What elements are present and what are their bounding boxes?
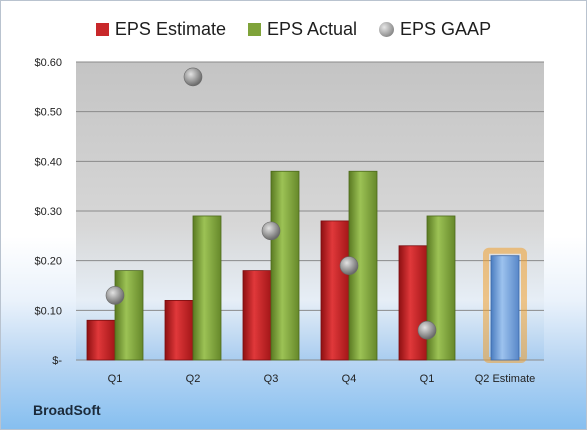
chart-legend: EPS Estimate EPS Actual EPS GAAP: [0, 16, 587, 42]
marker-eps-gaap: [339, 256, 359, 275]
marker-eps-gaap: [183, 67, 203, 87]
x-tick-label: Q4: [342, 373, 357, 385]
x-tick-label: Q2 Estimate: [475, 373, 536, 385]
y-tick-label: $-: [52, 355, 62, 367]
marker-eps-gaap: [417, 320, 437, 340]
x-tick-label: Q2: [186, 373, 201, 385]
legend-swatch: [379, 21, 395, 37]
legend-swatch: [95, 22, 109, 36]
legend-item-eps-estimate: EPS Estimate: [95, 18, 226, 40]
bar-eps-estimate: [320, 220, 350, 361]
bar-q2-estimate: [490, 255, 520, 361]
legend-swatch: [247, 22, 261, 36]
legend-label: EPS Estimate: [114, 18, 226, 39]
marker-eps-gaap: [105, 286, 125, 305]
y-tick-label: $0.40: [34, 156, 62, 168]
x-tick-label: Q1: [420, 373, 435, 385]
y-tick-label: $0.20: [34, 256, 62, 268]
y-tick-label: $0.10: [34, 305, 62, 317]
bar-eps-actual: [114, 270, 144, 361]
bar-eps-estimate: [242, 270, 272, 361]
bar-eps-actual: [192, 215, 222, 361]
bar-eps-estimate: [86, 319, 116, 361]
legend-label: EPS Actual: [266, 18, 358, 39]
y-tick-label: $0.60: [34, 57, 62, 69]
bar-eps-actual: [270, 170, 300, 361]
y-tick-label: $0.30: [34, 206, 62, 218]
bar-eps-estimate: [164, 299, 194, 361]
marker-eps-gaap: [261, 221, 281, 241]
y-tick-label: $0.50: [34, 107, 62, 119]
legend-item-eps-gaap: EPS GAAP: [379, 19, 491, 40]
legend-item-eps-actual: EPS Actual: [247, 18, 358, 40]
x-tick-label: Q1: [108, 373, 123, 385]
company-name: BroadSoft: [33, 402, 101, 418]
x-tick-label: Q3: [264, 373, 279, 385]
legend-label: EPS GAAP: [400, 18, 492, 39]
bar-eps-estimate: [398, 245, 428, 361]
